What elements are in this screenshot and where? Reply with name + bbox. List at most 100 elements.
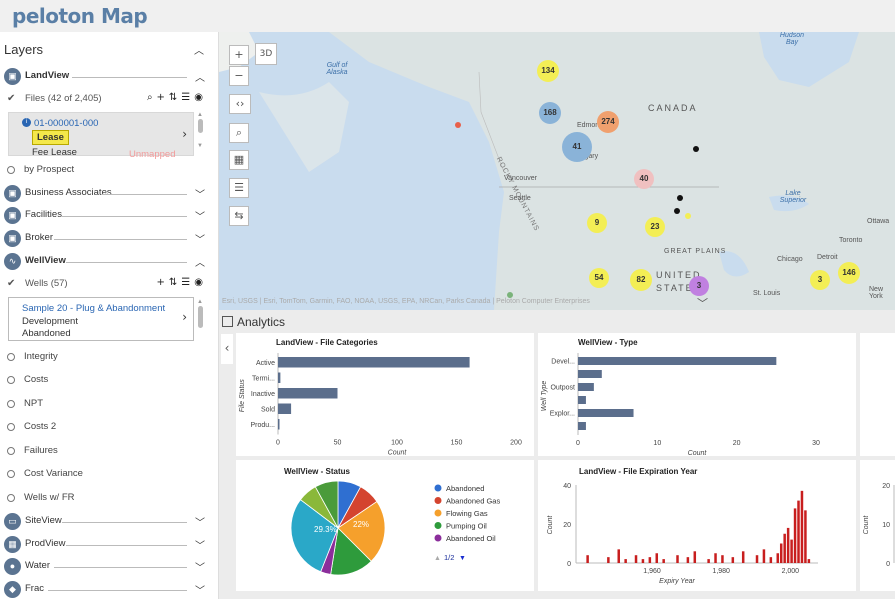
group-water[interactable]: ● Water ﹀: [0, 556, 218, 578]
3d-toggle-button[interactable]: 3D: [255, 43, 277, 65]
well-marker[interactable]: [685, 213, 691, 219]
bar: [807, 559, 811, 563]
sample-card[interactable]: Sample 20 - Plug & Abandonment Developme…: [8, 297, 194, 341]
chevron-right-icon[interactable]: ›: [182, 127, 187, 141]
chart-clipped-2[interactable]: Count 0 10 20: [860, 460, 895, 591]
wellview-label: WellView: [25, 255, 66, 266]
files-scrollbar[interactable]: ▲ ▼: [197, 112, 203, 149]
files-row[interactable]: ✔ Files (42 of 2,405) ⌕+⇅☰◉: [0, 89, 218, 111]
chevron-down-icon[interactable]: ﹀: [195, 190, 205, 201]
cluster-marker[interactable]: 3: [689, 276, 709, 296]
well-marker[interactable]: [677, 195, 683, 201]
wells-row[interactable]: ✔ Wells (57) +⇅☰◉: [0, 274, 218, 296]
chevron-down-icon[interactable]: ﹀: [195, 212, 205, 223]
x-tick-label: 1,980: [712, 568, 730, 575]
filter-icon[interactable]: ⇆: [229, 206, 249, 226]
selected-file-card[interactable]: 01-000001-000 i Lease Fee Lease Unmapped…: [8, 112, 194, 160]
chevron-up-icon[interactable]: ︿: [195, 258, 205, 269]
list-icon[interactable]: ☰: [229, 178, 249, 198]
group-broker[interactable]: ▣ Broker ﹀: [0, 228, 218, 250]
file-id[interactable]: 01-000001-000: [34, 118, 99, 129]
option-costs-2[interactable]: Costs 2: [0, 418, 218, 438]
bar: [662, 559, 665, 563]
zoom-out-button[interactable]: −: [229, 66, 249, 86]
radio[interactable]: [7, 353, 15, 361]
file-status: Unmapped: [129, 149, 176, 160]
group-landview[interactable]: ▣ LandView ︿: [0, 66, 218, 88]
bar: [278, 419, 280, 430]
chart-well-type[interactable]: WellView - Type 0 10 20 30 Devel... Outpost Exp…: [538, 333, 856, 457]
group-facilities[interactable]: ▣ Facilities ﹀: [0, 205, 218, 227]
option-wells-with-fr[interactable]: Wells w/ FR: [0, 489, 218, 509]
lease-badge: Lease: [32, 130, 69, 145]
chevron-right-icon[interactable]: ›: [182, 310, 187, 324]
option-npt[interactable]: NPT: [0, 395, 218, 415]
cluster-marker[interactable]: 9: [587, 213, 607, 233]
chevron-down-icon[interactable]: ﹀: [195, 518, 205, 529]
radio[interactable]: [7, 376, 15, 384]
option-failures[interactable]: Failures: [0, 442, 218, 462]
collapse-analytics-icon[interactable]: ‹: [221, 334, 233, 364]
cluster-marker[interactable]: 3: [810, 270, 830, 290]
option-integrity[interactable]: Integrity: [0, 348, 218, 368]
map-view[interactable]: 3D + − ‹› ⌕ ▦ ☰ ⇆ Gulf of Alaska Hudson …: [219, 32, 895, 310]
cluster-marker[interactable]: 23: [645, 217, 665, 237]
cluster-marker[interactable]: 82: [630, 269, 652, 291]
chevron-down-icon[interactable]: ﹀: [195, 235, 205, 246]
radio[interactable]: [7, 423, 15, 431]
chevron-down-icon[interactable]: ﹀: [195, 563, 205, 574]
files-toolbar-icons[interactable]: ⌕+⇅☰◉: [146, 92, 207, 103]
option-costs[interactable]: Costs: [0, 371, 218, 391]
bar: [804, 510, 807, 563]
sample-title[interactable]: Sample 20 - Plug & Abandonment: [22, 303, 166, 314]
chart-clipped[interactable]: [860, 333, 895, 456]
cluster-marker[interactable]: 41: [562, 132, 592, 162]
chevron-up-icon[interactable]: ︿: [195, 73, 205, 84]
well-marker[interactable]: [455, 122, 461, 128]
wells-scrollbar[interactable]: ▲: [197, 299, 203, 341]
group-business-associates[interactable]: ▣ Business Associates ﹀: [0, 183, 218, 205]
y-tick-label: 20: [563, 522, 571, 529]
search-icon[interactable]: ⌕: [229, 123, 249, 143]
checkmark-icon: ✔: [7, 93, 16, 104]
option-cost-variance[interactable]: Cost Variance: [0, 465, 218, 485]
x-tick-label: 0: [276, 440, 280, 447]
wells-toolbar-icons[interactable]: +⇅☰◉: [156, 277, 207, 288]
well-marker[interactable]: [507, 292, 513, 298]
collapse-sidebar-chevron-icon[interactable]: ︿: [194, 46, 204, 57]
x-tick-label: 0: [576, 440, 580, 447]
map-expand-chevron-icon[interactable]: ﹀: [697, 297, 708, 310]
well-marker[interactable]: [674, 208, 680, 214]
chart-svg: Count 0 10 20: [863, 483, 895, 568]
zoom-in-button[interactable]: +: [229, 45, 249, 65]
group-siteview[interactable]: ▭ SiteView ﹀: [0, 511, 218, 533]
radio[interactable]: [7, 470, 15, 478]
legend-page: 1/2: [444, 553, 454, 562]
cluster-marker[interactable]: 54: [589, 268, 609, 288]
cluster-marker[interactable]: 168: [539, 102, 561, 124]
chart-well-status[interactable]: WellView - Status 29.3% 22% Abandoned Abando…: [236, 460, 534, 591]
file-type: Fee Lease: [32, 147, 77, 158]
chevron-down-icon[interactable]: ﹀: [195, 541, 205, 552]
cluster-marker[interactable]: 274: [597, 111, 619, 133]
chevron-down-icon[interactable]: ﹀: [195, 586, 205, 597]
radio[interactable]: [7, 447, 15, 455]
radio[interactable]: [7, 166, 15, 174]
group-frac[interactable]: ◆ Frac ﹀: [0, 579, 218, 599]
analytics-panel: Analytics ‹ LandView - File Categories 0 5…: [219, 310, 895, 599]
cluster-marker[interactable]: 134: [537, 60, 559, 82]
collapse-toolbar-icon[interactable]: ‹›: [229, 94, 251, 114]
well-marker[interactable]: [693, 146, 699, 152]
legend-label: Pumping Oil: [446, 522, 487, 531]
cluster-marker[interactable]: 40: [634, 169, 654, 189]
cluster-marker[interactable]: 146: [838, 262, 860, 284]
bar: [578, 396, 586, 404]
group-wellview[interactable]: ∿ WellView ︿: [0, 251, 218, 273]
chart-file-expiration[interactable]: LandView - File Expiration Year 0 20 40 1,96…: [538, 460, 856, 591]
chart-file-categories[interactable]: LandView - File Categories 0 50 100 150 200 Ac…: [236, 333, 534, 457]
radio[interactable]: [7, 494, 15, 502]
option-by-prospect[interactable]: by Prospect: [0, 161, 218, 181]
group-prodview[interactable]: ▦ ProdView ﹀: [0, 534, 218, 556]
qr-code-icon[interactable]: ▦: [229, 150, 249, 170]
radio[interactable]: [7, 400, 15, 408]
